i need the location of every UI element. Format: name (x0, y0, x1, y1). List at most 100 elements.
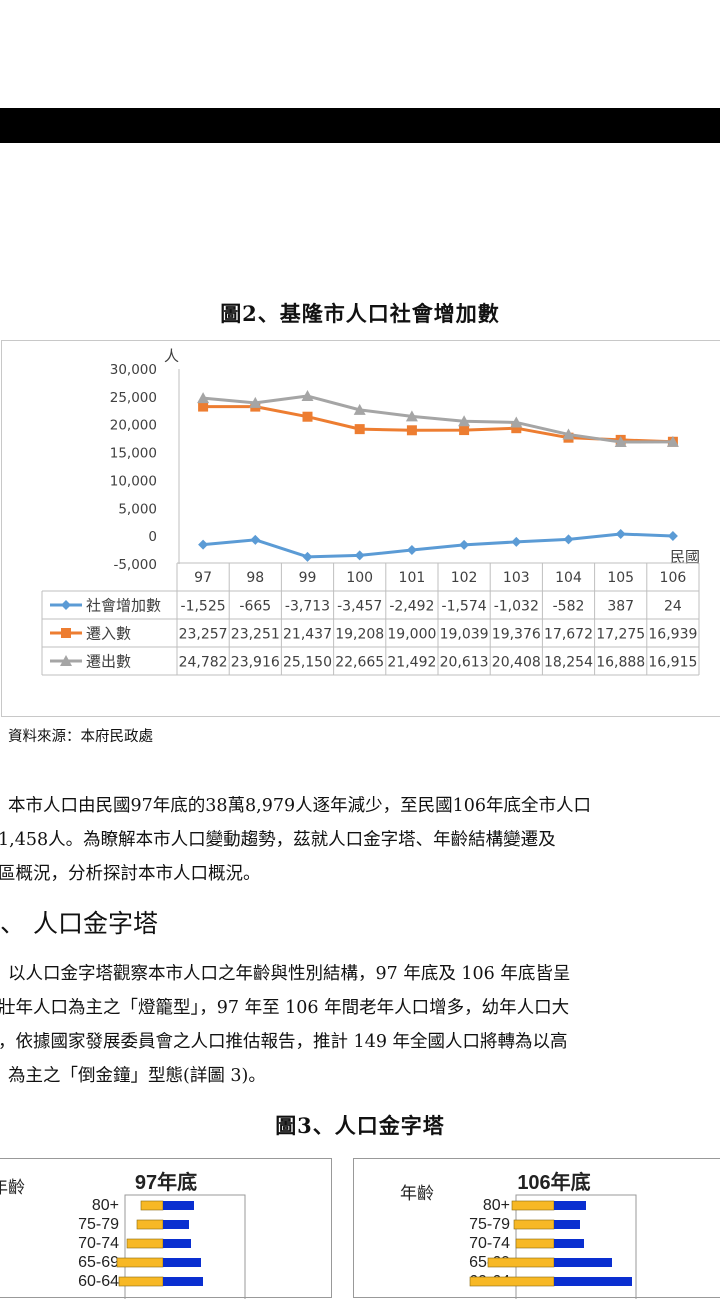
table-cell-value: -582 (553, 599, 585, 615)
table-cell-value: 19,376 (492, 627, 541, 643)
table-cell-value: 19,208 (335, 627, 384, 643)
data-point (353, 403, 366, 415)
pyramid-bar-female (554, 1201, 586, 1210)
legend-entry: 遷入數 (50, 625, 131, 643)
paragraph-1-line-3: 區概況，分析探討本市人口概況。 (0, 864, 261, 884)
paragraph-2-line-4: 為主之「倒金鐘」型態(詳圖 3)。 (8, 1066, 266, 1086)
pyramid-title: 97年底 (135, 1170, 197, 1194)
pyramid-age-label: 80+ (92, 1197, 119, 1214)
table-cell-value: 18,254 (544, 655, 593, 671)
y-tick-label: 15,000 (110, 446, 157, 462)
data-point (302, 411, 313, 422)
table-cell-value: 21,437 (283, 627, 332, 643)
data-point (198, 539, 209, 550)
table-cell-value: 23,257 (179, 627, 228, 643)
pyramid-bar-female (554, 1220, 580, 1229)
data-point (405, 410, 418, 422)
legend-marker (61, 600, 71, 610)
table-cell-value: 16,888 (596, 655, 645, 671)
pyramid-bar-male (116, 1257, 164, 1268)
table-cell-value: 20,613 (440, 655, 489, 671)
x-tick-label: 99 (299, 570, 317, 586)
x-tick-label: 97 (194, 570, 212, 586)
table-cell-value: 17,672 (544, 627, 593, 643)
data-point (511, 536, 522, 547)
table-cell-value: 19,000 (387, 627, 436, 643)
table-cell-value: 22,665 (335, 655, 384, 671)
x-tick-label: 100 (346, 570, 373, 586)
data-point (302, 551, 313, 562)
y-tick-label: 5,000 (118, 501, 157, 517)
legend-label: 遷出數 (86, 653, 131, 671)
pyramid-bar-male (511, 1200, 555, 1211)
data-point (510, 416, 523, 428)
pyramid-bar-male (126, 1238, 164, 1249)
data-point (301, 390, 314, 402)
x-tick-label: 98 (246, 570, 264, 586)
population-chart-frame: 30,000 25,000 20,000 15,000 10,000 5,000 0 -5,0… (1, 340, 720, 717)
data-table (41, 562, 700, 676)
y-tick-label: -5,000 (113, 557, 157, 573)
figure2-source: 資料來源：本府民政處 (8, 729, 153, 745)
table-cell-value: 16,939 (648, 627, 697, 643)
table-cell-value: -1,525 (181, 599, 226, 615)
data-point (249, 396, 262, 408)
data-point (458, 415, 471, 427)
legend-label: 社會增加數 (86, 597, 161, 615)
y-tick-label: 25,000 (110, 390, 157, 406)
data-point (354, 550, 365, 561)
table-cell-value: -2,492 (389, 599, 434, 615)
pyramid-bar-female (554, 1258, 612, 1267)
top-black-bar (0, 108, 720, 143)
y-tick-label: 20,000 (110, 418, 157, 434)
table-cell-value: -665 (239, 599, 271, 615)
data-point (667, 531, 678, 542)
data-point (562, 428, 575, 440)
data-point (354, 424, 365, 435)
paragraph-1-line-1: 本市人口由民國97年底的38萬8,979人逐年減少，至民國106年底全市人口 (8, 796, 592, 816)
pyramid-bar-male (513, 1219, 555, 1230)
x-tick-label: 101 (399, 570, 426, 586)
legend-label: 遷入數 (86, 625, 131, 643)
data-point (406, 545, 417, 556)
data-point (666, 435, 679, 447)
pyramid-bar-female (163, 1220, 189, 1229)
table-cell-value: -1,574 (442, 599, 487, 615)
figure2-title: 圖2、基隆市人口社會增加數 (220, 301, 500, 326)
table-cell-value: -1,032 (494, 599, 539, 615)
paragraph-1-line-2: 1,458人。為瞭解本市人口變動趨勢，茲就人口金字塔、年齡結構變遷及 (0, 830, 556, 850)
pyramid-title: 106年底 (517, 1170, 590, 1194)
pyramid-bar-male (140, 1200, 164, 1211)
legend-entry: 遷出數 (50, 653, 131, 671)
pyramid-axis-label: 年齡 (0, 1178, 25, 1197)
pyramid-bar-female (163, 1201, 194, 1210)
table-cell-value: 23,251 (231, 627, 280, 643)
table-cell-value: 16,915 (648, 655, 697, 671)
pyramid-plot-area (124, 1194, 246, 1303)
pyramid-age-label: 75-79 (469, 1216, 510, 1233)
y-tick-label: 10,000 (110, 473, 157, 489)
table-cell-value: 24 (664, 599, 682, 615)
pyramid-bar-male (487, 1257, 555, 1268)
series-line (202, 532, 673, 559)
pyramid-bar-female (554, 1277, 632, 1286)
series-line (202, 394, 673, 444)
data-point (406, 425, 417, 436)
paragraph-2-line-2: 壯年人口為主之「燈籠型」，97 年至 106 年間老年人口增多，幼年人口大 (0, 998, 570, 1018)
data-point (615, 528, 626, 539)
series-line (203, 405, 673, 444)
table-cell-value: 23,916 (231, 655, 280, 671)
pyramid-plot-area (515, 1194, 637, 1303)
data-point (250, 534, 261, 545)
table-cell-value: 19,039 (440, 627, 489, 643)
pyramid-bar-male (136, 1219, 164, 1230)
x-tick-label: 103 (503, 570, 530, 586)
pyramid-bar-female (163, 1258, 201, 1267)
paragraph-2-line-3: ，依據國家發展委員會之人口推估報告，推計 149 年全國人口將轉為以高 (0, 1032, 568, 1052)
paragraph-2-line-1: 以人口金字塔觀察本市人口之年齡與性別結構，97 年底及 106 年底皆呈 (8, 964, 571, 984)
pyramid-axis-label: 年齡 (400, 1184, 434, 1203)
x-tick-label: 104 (555, 570, 582, 586)
x-tick-label: 105 (607, 570, 634, 586)
